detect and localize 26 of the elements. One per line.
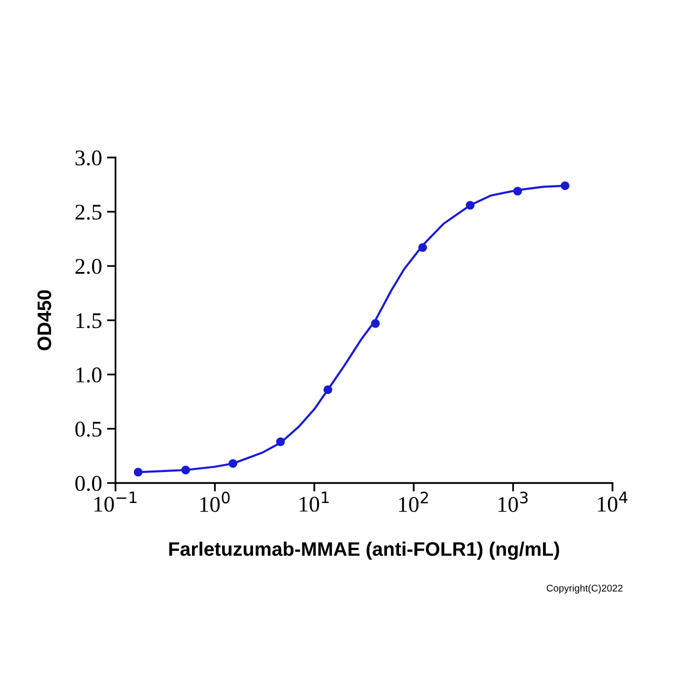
y-tick-label: 1.0 — [76, 367, 102, 383]
x-axis-title: Farletuzumab-MMAE (anti-FOLR1) (ng/mL) — [169, 542, 560, 560]
x-tick-label: 10$^{−1}$ — [94, 492, 136, 512]
point — [228, 459, 238, 468]
x-tick-label: 10$^{3}$ — [498, 492, 528, 512]
y-tick-label: 0.0 — [75, 476, 102, 492]
point — [513, 186, 522, 196]
x-tick-label: 10$^{4}$ — [598, 492, 628, 512]
x-tick-label: 10$^{0}$ — [200, 492, 230, 512]
text: Copyright(C)2022 — [546, 584, 623, 594]
x-tick-label: 10$^{1}$ — [300, 492, 329, 512]
y-axis-title: OD450 — [37, 290, 52, 350]
point — [276, 437, 285, 446]
point — [418, 243, 428, 252]
y-tick-label: 0.5 — [75, 422, 102, 437]
point — [181, 466, 190, 474]
x-tick-label: 10$^{2}$ — [399, 492, 428, 512]
y-tick-label: 2.0 — [76, 258, 102, 274]
point — [324, 385, 332, 394]
y-tick-label: 1.5 — [76, 313, 102, 328]
y-tick-label: 2.5 — [76, 204, 102, 220]
point — [466, 200, 475, 210]
point — [371, 319, 380, 328]
y-tick-label: 3.0 — [76, 150, 102, 166]
point — [560, 181, 570, 190]
point — [134, 468, 143, 477]
